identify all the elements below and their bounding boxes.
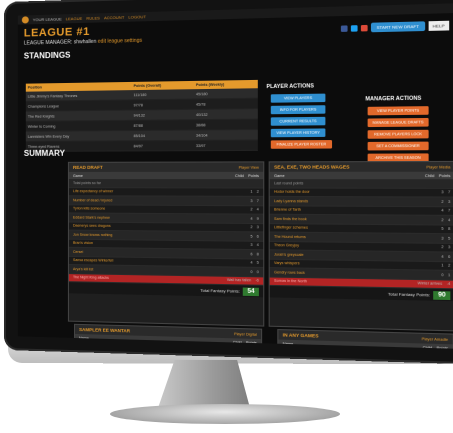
total-points: 90: [433, 290, 451, 300]
monitor-bezel: YOUR LEAGUE LEAGUE RULES ACCOUNT LOGOUT …: [4, 0, 453, 365]
nav-link-league[interactable]: LEAGUE: [65, 15, 83, 22]
nav-link-account[interactable]: ACCOUNT: [103, 14, 125, 21]
list-item[interactable]: Total points so far: [68, 179, 264, 189]
screen: YOUR LEAGUE LEAGUE RULES ACCOUNT LOGOUT …: [17, 3, 453, 349]
site-name: YOUR LEAGUE: [32, 16, 62, 23]
nav-link-rules[interactable]: RULES: [86, 15, 100, 21]
email-icon[interactable]: [360, 24, 368, 31]
total-label: Total Fantasy Points:: [200, 287, 240, 294]
card-sub-link[interactable]: Player Media: [426, 164, 451, 170]
current-results-button[interactable]: CURRENT RESULTS: [270, 116, 326, 126]
info-players-button[interactable]: INFO FOR PLAYERS: [270, 105, 326, 115]
edit-settings-link[interactable]: edit league settings: [97, 37, 143, 45]
standings-table: Position Points (Overall) Points (Weekly…: [25, 79, 258, 152]
remove-lock-button[interactable]: REMOVE PLAYERS LOCK: [367, 129, 429, 139]
help-button[interactable]: HELP: [428, 20, 450, 31]
monitor-neck: [158, 360, 250, 408]
facebook-icon[interactable]: [340, 24, 348, 32]
start-draft-button[interactable]: START NEW DRAFT: [370, 21, 425, 33]
summary-heading: SUMMARY: [23, 148, 65, 158]
bottom-card-left: SAMPLER EE WANTAR Player Digital Name Ch…: [73, 323, 263, 349]
nav-link-logout[interactable]: LOGOUT: [128, 14, 146, 20]
summary-card-left: READ DRAFT Player View Game Child Points …: [67, 161, 265, 327]
total-points: 54: [243, 286, 259, 296]
bottom-card-right: IN ANY GAMES Player Amadle Name Child Poi…: [277, 329, 453, 349]
view-players-button[interactable]: VIEW PLAYERS: [270, 93, 326, 103]
finalize-roster-button[interactable]: FINALIZE PLAYER ROSTER: [270, 140, 333, 149]
total-label: Total Fantasy Points:: [387, 291, 431, 298]
set-commissioner-button[interactable]: SET A COMMISSIONER: [367, 141, 429, 151]
summary-card-right: SEA, EXE, TWO HEADS WAGES Player Media G…: [268, 160, 453, 332]
card-title: READ DRAFT: [72, 164, 103, 170]
manage-drafts-button[interactable]: MANAGE LEAGUE DRAFTS: [367, 117, 429, 128]
manager-actions-title: MANAGER ACTIONS: [365, 95, 422, 103]
site-logo-icon: [21, 16, 29, 24]
player-history-button[interactable]: VIEW PLAYER HISTORY: [270, 128, 326, 138]
view-player-points-button[interactable]: VIEW PLAYER POINTS: [367, 106, 429, 116]
card-sub-link[interactable]: Player View: [238, 165, 259, 170]
monitor-foot: [110, 404, 340, 424]
player-actions-title: PLAYER ACTIONS: [266, 83, 314, 91]
list-item[interactable]: Last round points: [269, 179, 453, 189]
card-title: SEA, EXE, TWO HEADS WAGES: [274, 164, 350, 170]
twitter-icon[interactable]: [350, 24, 358, 32]
